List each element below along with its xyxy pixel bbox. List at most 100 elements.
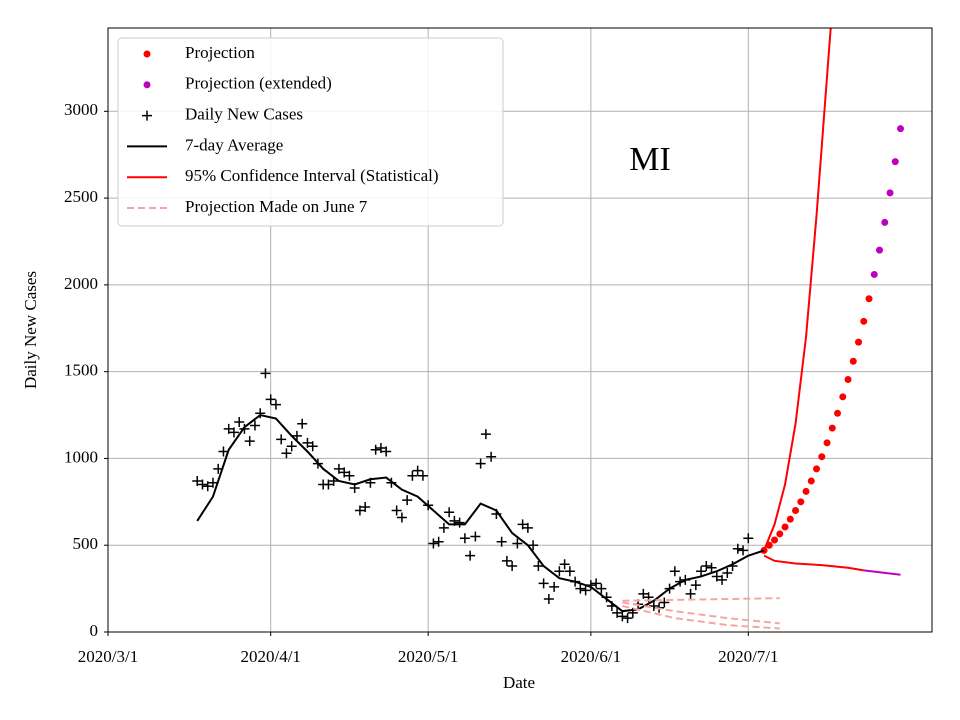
- projection-point: [876, 246, 884, 254]
- y-axis-label: Daily New Cases: [21, 271, 40, 389]
- case-marker: [260, 368, 271, 379]
- series-line: [863, 569, 901, 576]
- case-marker: [228, 427, 239, 438]
- plot-area: [192, 28, 905, 630]
- case-marker: [517, 519, 528, 530]
- x-tick-label: 2020/4/1: [240, 647, 300, 666]
- annotation: MI: [629, 141, 671, 178]
- case-marker: [197, 479, 208, 490]
- case-marker: [549, 581, 560, 592]
- case-marker: [638, 588, 649, 599]
- case-marker: [575, 583, 586, 594]
- case-marker: [696, 566, 707, 577]
- axes-frame: [107, 27, 933, 633]
- projection-point: [807, 477, 815, 485]
- case-marker: [218, 446, 229, 457]
- projection-point: [865, 295, 873, 303]
- case-marker: [722, 567, 733, 578]
- case-marker: [223, 423, 234, 434]
- case-marker: [354, 505, 365, 516]
- case-marker: [370, 444, 381, 455]
- case-marker: [738, 545, 749, 556]
- x-tick-label: 2020/6/1: [561, 647, 621, 666]
- case-marker: [286, 441, 297, 452]
- legend-label: Projection: [185, 43, 255, 62]
- legend-label: Projection Made on June 7: [185, 197, 368, 216]
- projection-point: [870, 270, 878, 278]
- case-marker: [528, 540, 539, 551]
- projection-point: [776, 530, 784, 538]
- case-marker: [244, 436, 255, 447]
- case-marker: [454, 517, 465, 528]
- case-marker: [396, 512, 407, 523]
- x-tick-label: 2020/5/1: [398, 647, 458, 666]
- case-marker: [512, 538, 523, 549]
- case-marker: [717, 574, 728, 585]
- legend-marker: [143, 50, 151, 58]
- case-marker: [743, 533, 754, 544]
- case-marker: [706, 562, 717, 573]
- projection-point: [855, 338, 863, 346]
- legend-marker: [143, 81, 151, 89]
- case-marker: [475, 458, 486, 469]
- case-marker: [323, 479, 334, 490]
- projection-point: [897, 125, 905, 133]
- projection-point: [813, 465, 821, 473]
- case-marker: [533, 561, 544, 572]
- case-marker: [465, 550, 476, 561]
- case-marker: [659, 597, 670, 608]
- y-tick-label: 1500: [64, 361, 98, 380]
- case-marker: [249, 420, 260, 431]
- projection-point: [834, 409, 842, 417]
- case-marker: [297, 418, 308, 429]
- case-marker: [433, 536, 444, 547]
- case-marker: [307, 441, 318, 452]
- case-marker: [207, 477, 218, 488]
- projection-point: [781, 523, 789, 531]
- case-marker: [270, 399, 281, 410]
- case-marker: [701, 561, 712, 572]
- projection-point: [839, 393, 847, 401]
- case-marker: [438, 522, 449, 533]
- case-marker: [648, 600, 659, 611]
- case-marker: [501, 555, 512, 566]
- series-line: [622, 604, 780, 630]
- y-tick-label: 0: [90, 621, 99, 640]
- case-marker: [622, 613, 633, 624]
- case-marker: [543, 594, 554, 605]
- case-marker: [360, 502, 371, 513]
- x-axis-label: Date: [503, 673, 535, 692]
- case-marker: [538, 578, 549, 589]
- legend-box: [117, 37, 504, 227]
- projection-point: [860, 317, 868, 325]
- series-line: [196, 413, 765, 613]
- projection-point: [786, 515, 794, 523]
- case-marker: [470, 531, 481, 542]
- case-marker: [428, 538, 439, 549]
- y-tick-label: 2000: [64, 274, 98, 293]
- case-marker: [591, 578, 602, 589]
- projection-point: [802, 487, 810, 495]
- x-tick-label: 2020/3/1: [78, 647, 138, 666]
- case-marker: [669, 566, 680, 577]
- case-marker: [444, 507, 455, 518]
- y-tick-label: 3000: [64, 100, 98, 119]
- y-tick-label: 2500: [64, 187, 98, 206]
- case-marker: [612, 607, 623, 618]
- projection-point: [797, 498, 805, 506]
- legend-label: 95% Confidence Interval (Statistical): [185, 166, 439, 185]
- case-marker: [732, 543, 743, 554]
- series-line: [763, 28, 832, 551]
- case-marker: [339, 467, 350, 478]
- projection-point: [886, 189, 894, 197]
- case-marker: [496, 536, 507, 547]
- case-marker: [375, 443, 386, 454]
- legend-label: Daily New Cases: [185, 105, 303, 124]
- case-marker: [486, 451, 497, 462]
- case-marker: [291, 430, 302, 441]
- case-marker: [333, 463, 344, 474]
- series-line: [622, 597, 780, 602]
- projection-point: [881, 218, 889, 226]
- legend-label: Projection (extended): [185, 74, 332, 93]
